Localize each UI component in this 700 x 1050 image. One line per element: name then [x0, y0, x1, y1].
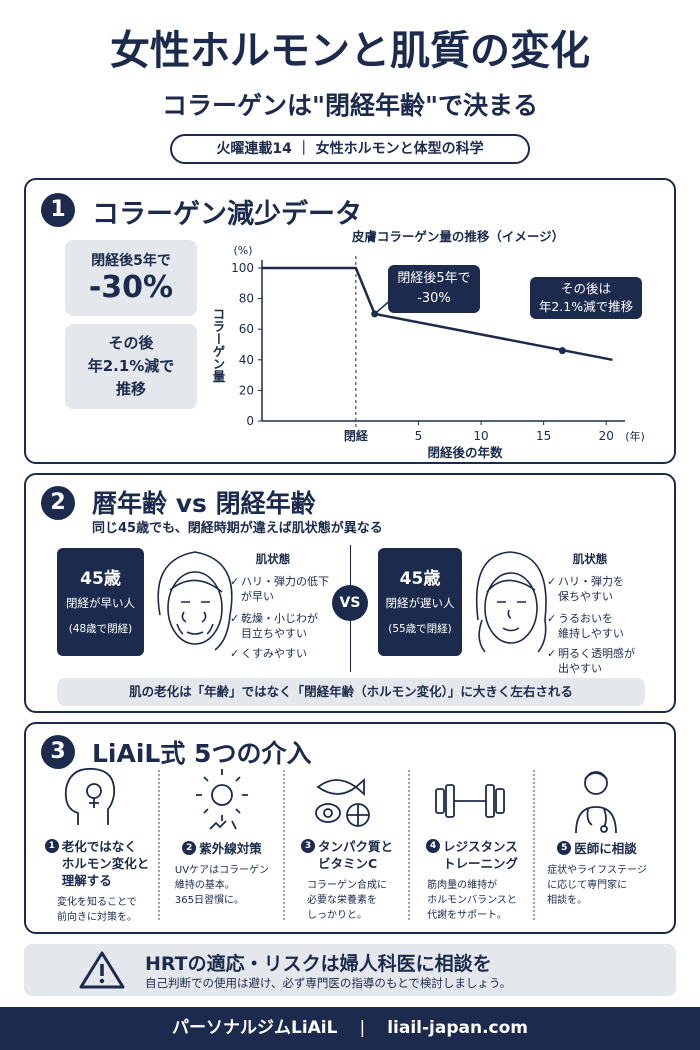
age: 45歳	[80, 569, 121, 589]
warning-icon	[79, 951, 125, 989]
chart-title: 皮膚コラーゲン量の推移（イメージ）	[351, 229, 564, 244]
intervention: 1 老化ではなく ホルモン変化と 理解する変化を知ることで 前向きに対策を。	[35, 838, 159, 925]
subtitle: コラーゲンは"閉経年齢"で決まる	[161, 91, 539, 120]
y-tick-label: 0	[246, 414, 254, 428]
faces	[157, 551, 547, 653]
x-tick-label: 15	[536, 429, 551, 443]
vs-badge: VS	[332, 585, 368, 621]
x-tick-label: 20	[599, 429, 614, 443]
skin-heading: 肌状態	[255, 552, 291, 566]
series-tag: 火曜連載14 ｜ 女性ホルモンと体型の科学	[170, 134, 530, 164]
y-tick-label: 40	[239, 353, 254, 367]
title: 女性ホルモンと肌質の変化	[110, 28, 590, 74]
item-desc: 変化を知ることで 前向きに対策を。	[57, 897, 137, 923]
y-tick-label: 60	[239, 322, 254, 336]
x-tick-label: 10	[473, 429, 488, 443]
item-desc: UVケアはコラーゲン 維持の基本。 365日習慣に。	[174, 865, 270, 906]
stat-text: 閉経後5年で	[91, 253, 171, 269]
item-number: 5	[557, 841, 572, 855]
x-unit: (年)	[625, 429, 645, 443]
skin-item: ハリ・弾力を 保ちやすい	[547, 574, 624, 604]
chart: 皮膚コラーゲン量の推移（イメージ） (%) (年) 閉経後の年数 コラーゲン量 0 20 40…	[211, 229, 645, 460]
marker	[558, 347, 566, 355]
separator	[408, 770, 410, 920]
person-note: (48歳で閉経)	[68, 623, 133, 635]
item-number: 2	[182, 841, 197, 855]
x-tick-label: 閉経	[344, 428, 369, 443]
item-number: 3	[300, 839, 315, 853]
item-number: 4	[425, 839, 440, 853]
section-heading: 暦年齢 vs 閉経年齢	[92, 489, 316, 518]
warning-text: 自己判断での使用は避け、必ず専門医の指導のもとで検討しましょう。	[145, 976, 512, 990]
skin-heading: 肌状態	[572, 552, 608, 566]
lead: 同じ45歳でも、閉経時期が違えば肌状態が異なる	[92, 521, 383, 536]
x-axis-label: 閉経後の年数	[427, 445, 503, 460]
stat-value: -30%	[88, 270, 174, 305]
separator	[283, 770, 285, 920]
person-label: 閉経が遅い人	[385, 596, 455, 610]
y-axis-label: コラーゲン量	[211, 308, 226, 383]
url: liail-japan.com	[387, 1018, 529, 1038]
separator	[158, 770, 160, 920]
item-title: レジスタンス トレーニング	[442, 839, 518, 871]
annotation: その後は 年2.1%減で推移	[530, 277, 642, 319]
person-label: 閉経が早い人	[66, 596, 135, 610]
intervention: 5 医師に相談症状やライフステージ に応じて専門家に 相談を。	[535, 838, 659, 908]
section-number: 2	[41, 486, 75, 520]
y-tick-label: 20	[239, 383, 254, 397]
section-number: 3	[41, 735, 75, 769]
section-box	[24, 178, 676, 464]
person-card: 45歳 閉経が遅い人 (55歳で閉経)	[378, 548, 462, 656]
note: 肌の老化は「年齢」ではなく「閉経年齢（ホルモン変化）」に大きく左右される	[57, 678, 645, 706]
line	[262, 266, 613, 362]
intervention: 3 タンパク質と ビタミンC コラーゲン合成に 必要な栄養素を しっかりと。	[285, 838, 409, 923]
section-heading: コラーゲン減少データ	[92, 199, 362, 230]
person-card: 45歳 閉経が早い人 (48歳で閉経)	[57, 548, 144, 656]
warning-box	[24, 944, 676, 996]
section-number: 1	[41, 193, 75, 227]
stat-box: 閉経後5年で -30%	[65, 240, 197, 316]
skin-item: うるおいを 維持しやすい	[547, 611, 624, 641]
brand: パーソナルジムLiAiL	[171, 1018, 338, 1038]
skin-item: 乾燥・小じわが 目立ちやすい	[230, 611, 318, 641]
separator	[533, 770, 535, 920]
section-heading: LiAiL式 5つの介入	[92, 739, 312, 768]
footer: パーソナルジムLiAiL | liail-japan.com	[0, 1007, 700, 1050]
item-desc: 筋肉量の維持が ホルモンバランスと 代謝をサポート。	[427, 880, 517, 921]
person-note: (55歳で閉経)	[388, 623, 452, 635]
y-tick-label: 80	[239, 292, 254, 306]
item-title: 医師に相談	[574, 841, 637, 856]
skin-item: くすみやすい	[230, 646, 307, 661]
section-box	[24, 722, 676, 934]
y-unit: (%)	[233, 244, 252, 257]
y-tick-label: 100	[231, 261, 254, 275]
intervention: 2 紫外線対策 UVケアはコラーゲン 維持の基本。 365日習慣に。	[160, 838, 284, 908]
skin-item: ハリ・弾力の低下 が早い	[230, 574, 329, 604]
item-number: 1	[44, 839, 59, 853]
item-title: 紫外線対策	[199, 841, 262, 856]
item-desc: 症状やライフステージ に応じて専門家に 相談を。	[547, 865, 647, 906]
icons	[64, 767, 617, 834]
item-desc: コラーゲン合成に 必要な栄養素を しっかりと。	[307, 880, 387, 921]
annotation: 閉経後5年で -30%	[388, 265, 480, 313]
stat-box: その後 年2.1%減で 推移	[65, 324, 197, 409]
intervention: 4 レジスタンス トレーニング筋肉量の維持が ホルモンバランスと 代謝をサポート。	[410, 838, 534, 923]
x-tick-label: 5	[415, 429, 423, 443]
item-title: 老化ではなく ホルモン変化と 理解する	[61, 839, 150, 888]
item-title: タンパク質と ビタミンC	[317, 839, 393, 871]
skin-item: 明るく透明感が 出やすい	[547, 646, 635, 676]
age: 45歳	[399, 569, 441, 589]
warning-title: HRTの適応・リスクは婦人科医に相談を	[145, 953, 492, 975]
